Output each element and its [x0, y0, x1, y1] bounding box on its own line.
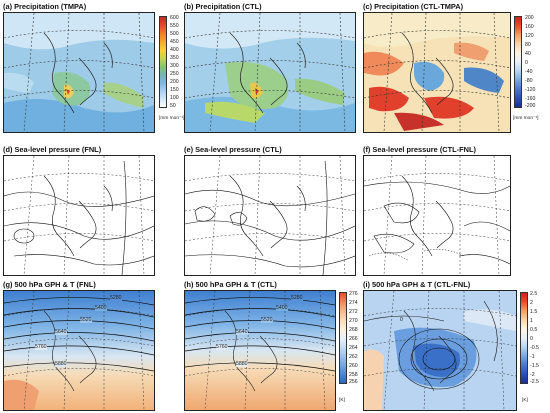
temp-diff-tick: -2: [530, 372, 535, 378]
temp-diff-tick: -0.5: [530, 345, 539, 351]
contour-label: 5280: [110, 295, 122, 302]
panel-c-title: (c) Precipitation (CTL-TMPA): [363, 2, 464, 11]
temp-diff-tick: -2.5: [530, 379, 539, 385]
contour-label: 5520: [80, 317, 92, 324]
contour-label: 5880: [55, 361, 67, 368]
panel-f-map: [363, 155, 511, 276]
panel-h-title: (h) 500 hPa GPH & T (CTL): [184, 280, 277, 289]
temp-tick: 258: [349, 372, 358, 378]
precip-tick: 400: [170, 47, 179, 53]
panel-g-map: [3, 290, 155, 411]
precip-diff-tick: 160: [525, 24, 534, 30]
precip-diff-tick: 0: [525, 60, 528, 66]
temp-diff-tick: 0.5: [530, 327, 538, 333]
contour-label: 0: [400, 317, 403, 324]
temp-diff-colorbar: [520, 292, 528, 384]
precip-diff-tick: -160: [525, 96, 536, 102]
temp-tick: 268: [349, 327, 358, 333]
panel-c-map: [363, 12, 511, 133]
contour-label: 5280: [291, 295, 303, 302]
precip-tick: 500: [170, 31, 179, 37]
temp-tick: 260: [349, 363, 358, 369]
precip-tick: 350: [170, 55, 179, 61]
precip-tick: 200: [170, 79, 179, 85]
temp-tick: 256: [349, 379, 358, 385]
temp-tick: 262: [349, 354, 358, 360]
temp-colorbar: [339, 292, 347, 384]
contour-label: 5520: [261, 317, 273, 324]
precip-tick: 250: [170, 71, 179, 77]
precip-diff-tick: -120: [525, 87, 536, 93]
temp-tick: 270: [349, 318, 358, 324]
precip-diff-colorbar: [514, 16, 522, 108]
panel-h-map: [184, 290, 336, 411]
precip-diff-tick: -40: [525, 69, 533, 75]
precip-tick: 300: [170, 63, 179, 69]
panel-d-map: [3, 155, 155, 276]
precip-diff-tick: 40: [525, 51, 531, 57]
precip-tick: 50: [170, 103, 176, 109]
panel-e-map: [184, 155, 356, 276]
contour-label: 5640: [236, 329, 248, 336]
temp-tick: 264: [349, 345, 358, 351]
contour-label: 5640: [55, 329, 67, 336]
temp-diff-tick: 1: [530, 318, 533, 324]
precip-tick: 150: [170, 87, 179, 93]
panel-f-title: (f) Sea-level pressure (CTL-FNL): [363, 145, 476, 154]
precip-diff-tick: -80: [525, 78, 533, 84]
precip-diff-tick: 120: [525, 33, 534, 39]
precip-diff-tick: -200: [525, 103, 536, 109]
temp-tick: 274: [349, 300, 358, 306]
panel-d-title: (d) Sea-level pressure (FNL): [3, 145, 102, 154]
temp-diff-tick: -1: [530, 354, 535, 360]
contour-label: 5880: [236, 361, 248, 368]
precip-colorbar: [159, 16, 167, 108]
temp-tick: 276: [349, 291, 358, 297]
precip-diff-unit: [mm mon⁻¹]: [513, 116, 539, 121]
precip-diff-tick: 200: [525, 15, 534, 21]
temp-tick: 272: [349, 309, 358, 315]
panel-i-map: [363, 290, 517, 411]
precip-diff-tick: 80: [525, 42, 531, 48]
precip-tick: 100: [170, 95, 179, 101]
contour-label: 5760: [216, 344, 228, 351]
contour-label: 5760: [35, 344, 47, 351]
panel-i-title: (i) 500 hPa GPH & T (CTL-FNL): [363, 280, 471, 289]
panel-g-title: (g) 500 hPa GPH & T (FNL): [3, 280, 96, 289]
precip-tick: 600: [170, 15, 179, 21]
precip-tick: 450: [170, 39, 179, 45]
temp-diff-tick: 2: [530, 300, 533, 306]
panel-e-title: (e) Sea-level pressure (CTL): [184, 145, 282, 154]
temp-tick: 266: [349, 336, 358, 342]
panel-b-title: (b) Precipitation (CTL): [184, 2, 262, 11]
contour-label: 5400: [276, 305, 288, 312]
temp-unit: [K]: [339, 398, 345, 403]
temp-diff-tick: 0: [530, 336, 533, 342]
panel-a-map: [3, 12, 155, 133]
temp-diff-tick: 1.5: [530, 309, 538, 315]
panel-b-map: [184, 12, 356, 133]
contour-label: 5400: [95, 305, 107, 312]
temp-diff-tick: 2.5: [530, 291, 538, 297]
precip-unit: [mm mon⁻¹]: [159, 116, 185, 121]
temp-diff-tick: -1.5: [530, 363, 539, 369]
precip-tick: 550: [170, 23, 179, 29]
panel-a-title: (a) Precipitation (TMPA): [3, 2, 87, 11]
temp-diff-unit: [K]: [522, 398, 528, 403]
